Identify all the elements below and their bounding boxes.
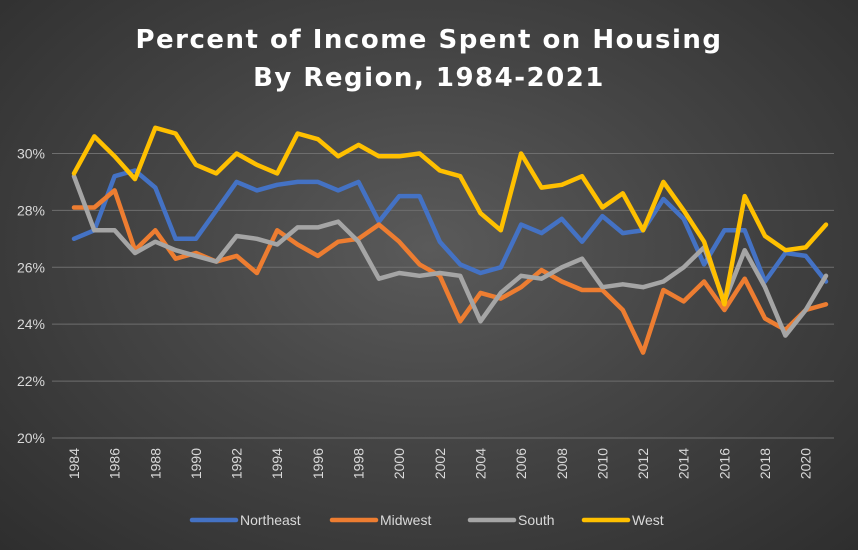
grid-lines: [52, 152, 834, 439]
legend-label: Northeast: [240, 512, 301, 528]
y-axis: 20% 22% 24% 26% 28% 30%: [17, 145, 45, 446]
legend-label: Midwest: [380, 512, 431, 528]
x-tick-label: 1988: [147, 448, 163, 479]
legend: Northeast Midwest South West: [189, 512, 664, 528]
y-tick-label: 22%: [17, 373, 45, 389]
y-tick-label: 28%: [17, 202, 45, 218]
y-tick-label: 30%: [17, 145, 45, 161]
x-tick-label: 1990: [188, 448, 204, 479]
x-tick-label: 2006: [513, 448, 529, 479]
x-tick-label: 2012: [635, 448, 651, 479]
series-line-midwest: [71, 188, 829, 355]
legend-label: South: [518, 512, 555, 528]
x-tick-label: 2002: [432, 448, 448, 479]
x-tick-label: 2018: [757, 448, 773, 479]
series-line-northeast: [71, 168, 829, 284]
x-tick-label: 1994: [269, 448, 285, 479]
y-tick-label: 24%: [17, 316, 45, 332]
x-tick-label: 1998: [351, 448, 367, 479]
x-tick-label: 1986: [107, 448, 123, 479]
x-tick-label: 2016: [716, 448, 732, 479]
chart-subtitle: By Region, 1984-2021: [253, 63, 605, 93]
chart-title: Percent of Income Spent on Housing: [135, 25, 722, 55]
series-line-west: [71, 125, 829, 307]
series-lines: [71, 125, 829, 355]
legend-label: West: [632, 512, 664, 528]
y-tick-label: 26%: [17, 259, 45, 275]
series-line-south: [71, 173, 829, 338]
x-tick-label: 2008: [554, 448, 570, 479]
x-tick-label: 1992: [229, 448, 245, 479]
x-tick-label: 2014: [676, 448, 692, 479]
x-tick-label: 2004: [472, 448, 488, 479]
x-tick-label: 2020: [798, 448, 814, 479]
y-tick-label: 20%: [17, 430, 45, 446]
x-tick-label: 2010: [594, 448, 610, 479]
x-axis: 1984 1986 1988 1990 1992 1994 1996 1998 2000 2002…: [66, 448, 814, 479]
x-tick-label: 1996: [310, 448, 326, 479]
x-tick-label: 1984: [66, 448, 82, 479]
x-tick-label: 2000: [391, 448, 407, 479]
